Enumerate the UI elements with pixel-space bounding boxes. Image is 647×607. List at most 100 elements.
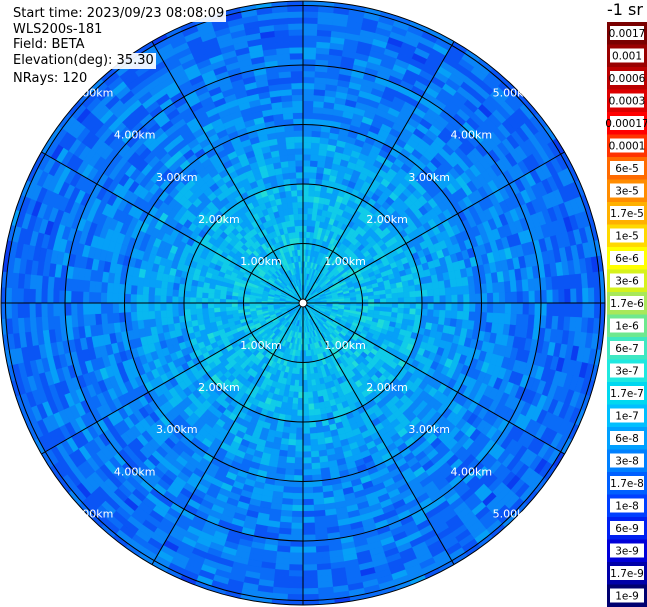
data-cell xyxy=(288,576,304,583)
data-cell xyxy=(302,165,311,173)
data-cell xyxy=(280,509,293,518)
data-cell xyxy=(302,463,312,470)
data-cell xyxy=(309,166,318,174)
data-cell xyxy=(305,356,310,363)
data-cell xyxy=(201,292,209,299)
data-cell xyxy=(570,288,577,304)
data-cell xyxy=(457,302,464,312)
data-cell xyxy=(396,286,404,294)
data-cell xyxy=(498,281,506,293)
data-cell xyxy=(160,309,168,319)
data-cell xyxy=(368,299,375,304)
data-cell xyxy=(306,219,312,227)
data-cell xyxy=(310,450,320,458)
data-cell xyxy=(82,279,91,293)
data-cell xyxy=(88,280,97,293)
data-cell xyxy=(297,391,304,399)
data-cell xyxy=(481,302,488,313)
data-cell xyxy=(293,469,304,476)
data-cell xyxy=(165,302,173,311)
data-cell xyxy=(481,293,488,304)
data-cell xyxy=(510,302,518,315)
data-cell xyxy=(362,302,369,307)
data-cell xyxy=(522,302,530,316)
data-cell xyxy=(313,503,326,512)
data-cell xyxy=(148,310,156,320)
data-cell xyxy=(136,302,143,312)
data-cell xyxy=(302,124,313,131)
data-cell xyxy=(402,285,410,293)
data-cell xyxy=(289,552,304,560)
data-cell xyxy=(456,310,464,321)
data-cell xyxy=(302,58,317,66)
data-cell xyxy=(306,373,312,381)
data-cell xyxy=(492,312,500,324)
data-cell xyxy=(313,94,326,103)
data-cell xyxy=(282,426,291,434)
data-cell xyxy=(130,302,137,313)
data-cell xyxy=(302,106,314,114)
data-cell xyxy=(438,287,446,297)
data-cell xyxy=(302,451,312,458)
data-cell xyxy=(350,297,357,301)
data-cell xyxy=(302,88,315,96)
data-cell xyxy=(313,100,325,108)
data-cell xyxy=(207,302,215,309)
data-cell xyxy=(313,88,326,97)
data-cell xyxy=(557,316,565,331)
data-cell xyxy=(492,302,500,314)
data-cell xyxy=(316,41,331,49)
data-cell xyxy=(582,287,589,304)
data-cell xyxy=(302,516,315,524)
data-cell xyxy=(302,379,308,387)
data-cell xyxy=(534,290,542,304)
data-cell xyxy=(308,183,316,191)
data-cell xyxy=(136,294,143,304)
data-cell xyxy=(451,302,458,312)
data-cell xyxy=(397,292,405,299)
data-cell xyxy=(302,17,319,24)
data-cell xyxy=(76,279,85,292)
data-cell xyxy=(316,557,331,565)
data-cell xyxy=(207,307,215,314)
data-cell xyxy=(312,106,324,114)
data-cell xyxy=(309,172,317,179)
data-cell xyxy=(302,570,318,577)
data-cell xyxy=(290,534,304,542)
data-cell xyxy=(281,432,290,440)
data-cell xyxy=(207,292,215,299)
data-cell xyxy=(510,291,518,304)
data-cell xyxy=(302,29,318,36)
data-cell xyxy=(582,302,589,319)
data-cell xyxy=(379,302,387,308)
data-cell xyxy=(183,302,191,310)
data-cell xyxy=(450,286,458,296)
data-cell xyxy=(64,290,72,304)
data-cell xyxy=(166,309,174,318)
data-cell xyxy=(225,306,233,312)
data-cell xyxy=(295,433,304,441)
data-cell xyxy=(302,504,315,512)
data-cell xyxy=(385,302,393,308)
data-cell xyxy=(294,379,300,387)
data-cell xyxy=(201,307,209,314)
data-cell xyxy=(291,516,304,524)
data-cell xyxy=(52,289,60,304)
data-cell xyxy=(368,302,375,307)
data-cell xyxy=(94,302,102,315)
data-cell xyxy=(456,285,464,296)
data-cell xyxy=(106,292,114,304)
data-cell xyxy=(154,287,162,296)
data-cell xyxy=(307,385,313,393)
data-cell xyxy=(385,288,393,295)
data-cell xyxy=(130,293,137,304)
data-cell xyxy=(468,284,476,295)
data-cell xyxy=(475,293,482,304)
data-cell xyxy=(302,148,312,155)
data-cell xyxy=(189,296,197,304)
data-cell xyxy=(308,195,315,203)
data-cell xyxy=(297,403,304,411)
data-cell xyxy=(311,385,318,393)
data-cell xyxy=(515,313,524,327)
